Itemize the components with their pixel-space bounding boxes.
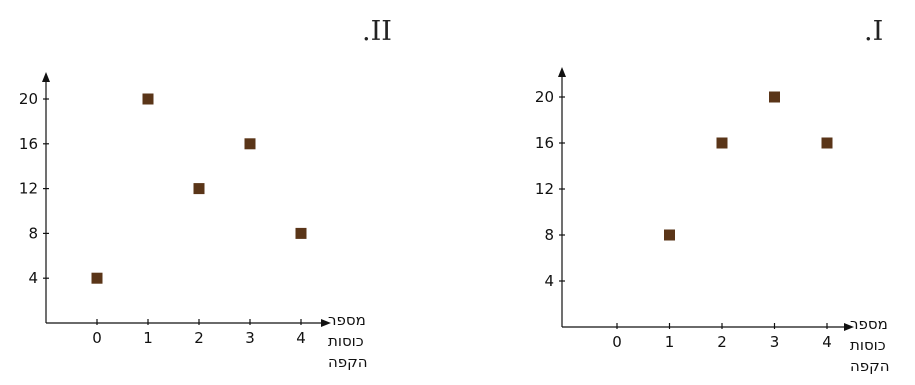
data-point bbox=[821, 137, 833, 149]
y-tick-label: 16 bbox=[19, 135, 38, 153]
y-tick-label: 4 bbox=[28, 269, 38, 287]
chart-title: .I bbox=[864, 16, 883, 47]
data-point bbox=[193, 183, 205, 195]
data-point bbox=[716, 137, 728, 149]
x-tick-label: 0 bbox=[612, 333, 622, 351]
y-tick-label: 16 bbox=[535, 134, 554, 152]
x-axis-arrow-icon bbox=[321, 319, 331, 327]
data-point bbox=[295, 227, 307, 239]
data-point bbox=[142, 93, 154, 105]
y-tick-label: 8 bbox=[544, 226, 554, 244]
x-tick-label: 3 bbox=[770, 333, 780, 351]
chart-title: .II bbox=[362, 16, 392, 47]
x-axis-label-line: מספר bbox=[850, 315, 888, 333]
y-axis-arrow-icon bbox=[42, 72, 50, 82]
x-tick-label: 0 bbox=[92, 329, 102, 347]
x-axis-label-line: כוסות bbox=[328, 332, 364, 350]
x-tick-label: 1 bbox=[665, 333, 675, 351]
x-axis-arrow-icon bbox=[844, 323, 854, 331]
x-tick-label: 2 bbox=[717, 333, 727, 351]
y-axis-arrow-icon bbox=[558, 67, 566, 77]
y-tick-label: 12 bbox=[535, 180, 554, 198]
data-point bbox=[91, 272, 103, 284]
x-tick-label: 3 bbox=[245, 329, 255, 347]
x-tick-label: 4 bbox=[822, 333, 832, 351]
y-tick-label: 4 bbox=[544, 272, 554, 290]
x-axis-label-line: הקפה bbox=[850, 357, 890, 375]
x-tick-label: 2 bbox=[194, 329, 204, 347]
y-tick-label: 20 bbox=[19, 90, 38, 108]
data-point bbox=[769, 91, 780, 103]
x-tick-label: 1 bbox=[143, 329, 153, 347]
x-axis-label-line: כוסות bbox=[850, 336, 886, 354]
x-axis-label-line: הקפה bbox=[328, 353, 368, 371]
y-tick-label: 20 bbox=[535, 88, 554, 106]
x-tick-label: 4 bbox=[296, 329, 306, 347]
data-point bbox=[244, 138, 256, 150]
y-tick-label: 8 bbox=[28, 224, 38, 242]
x-axis-label-line: מספר bbox=[328, 311, 366, 329]
data-point bbox=[664, 229, 675, 241]
y-tick-label: 12 bbox=[19, 180, 38, 198]
